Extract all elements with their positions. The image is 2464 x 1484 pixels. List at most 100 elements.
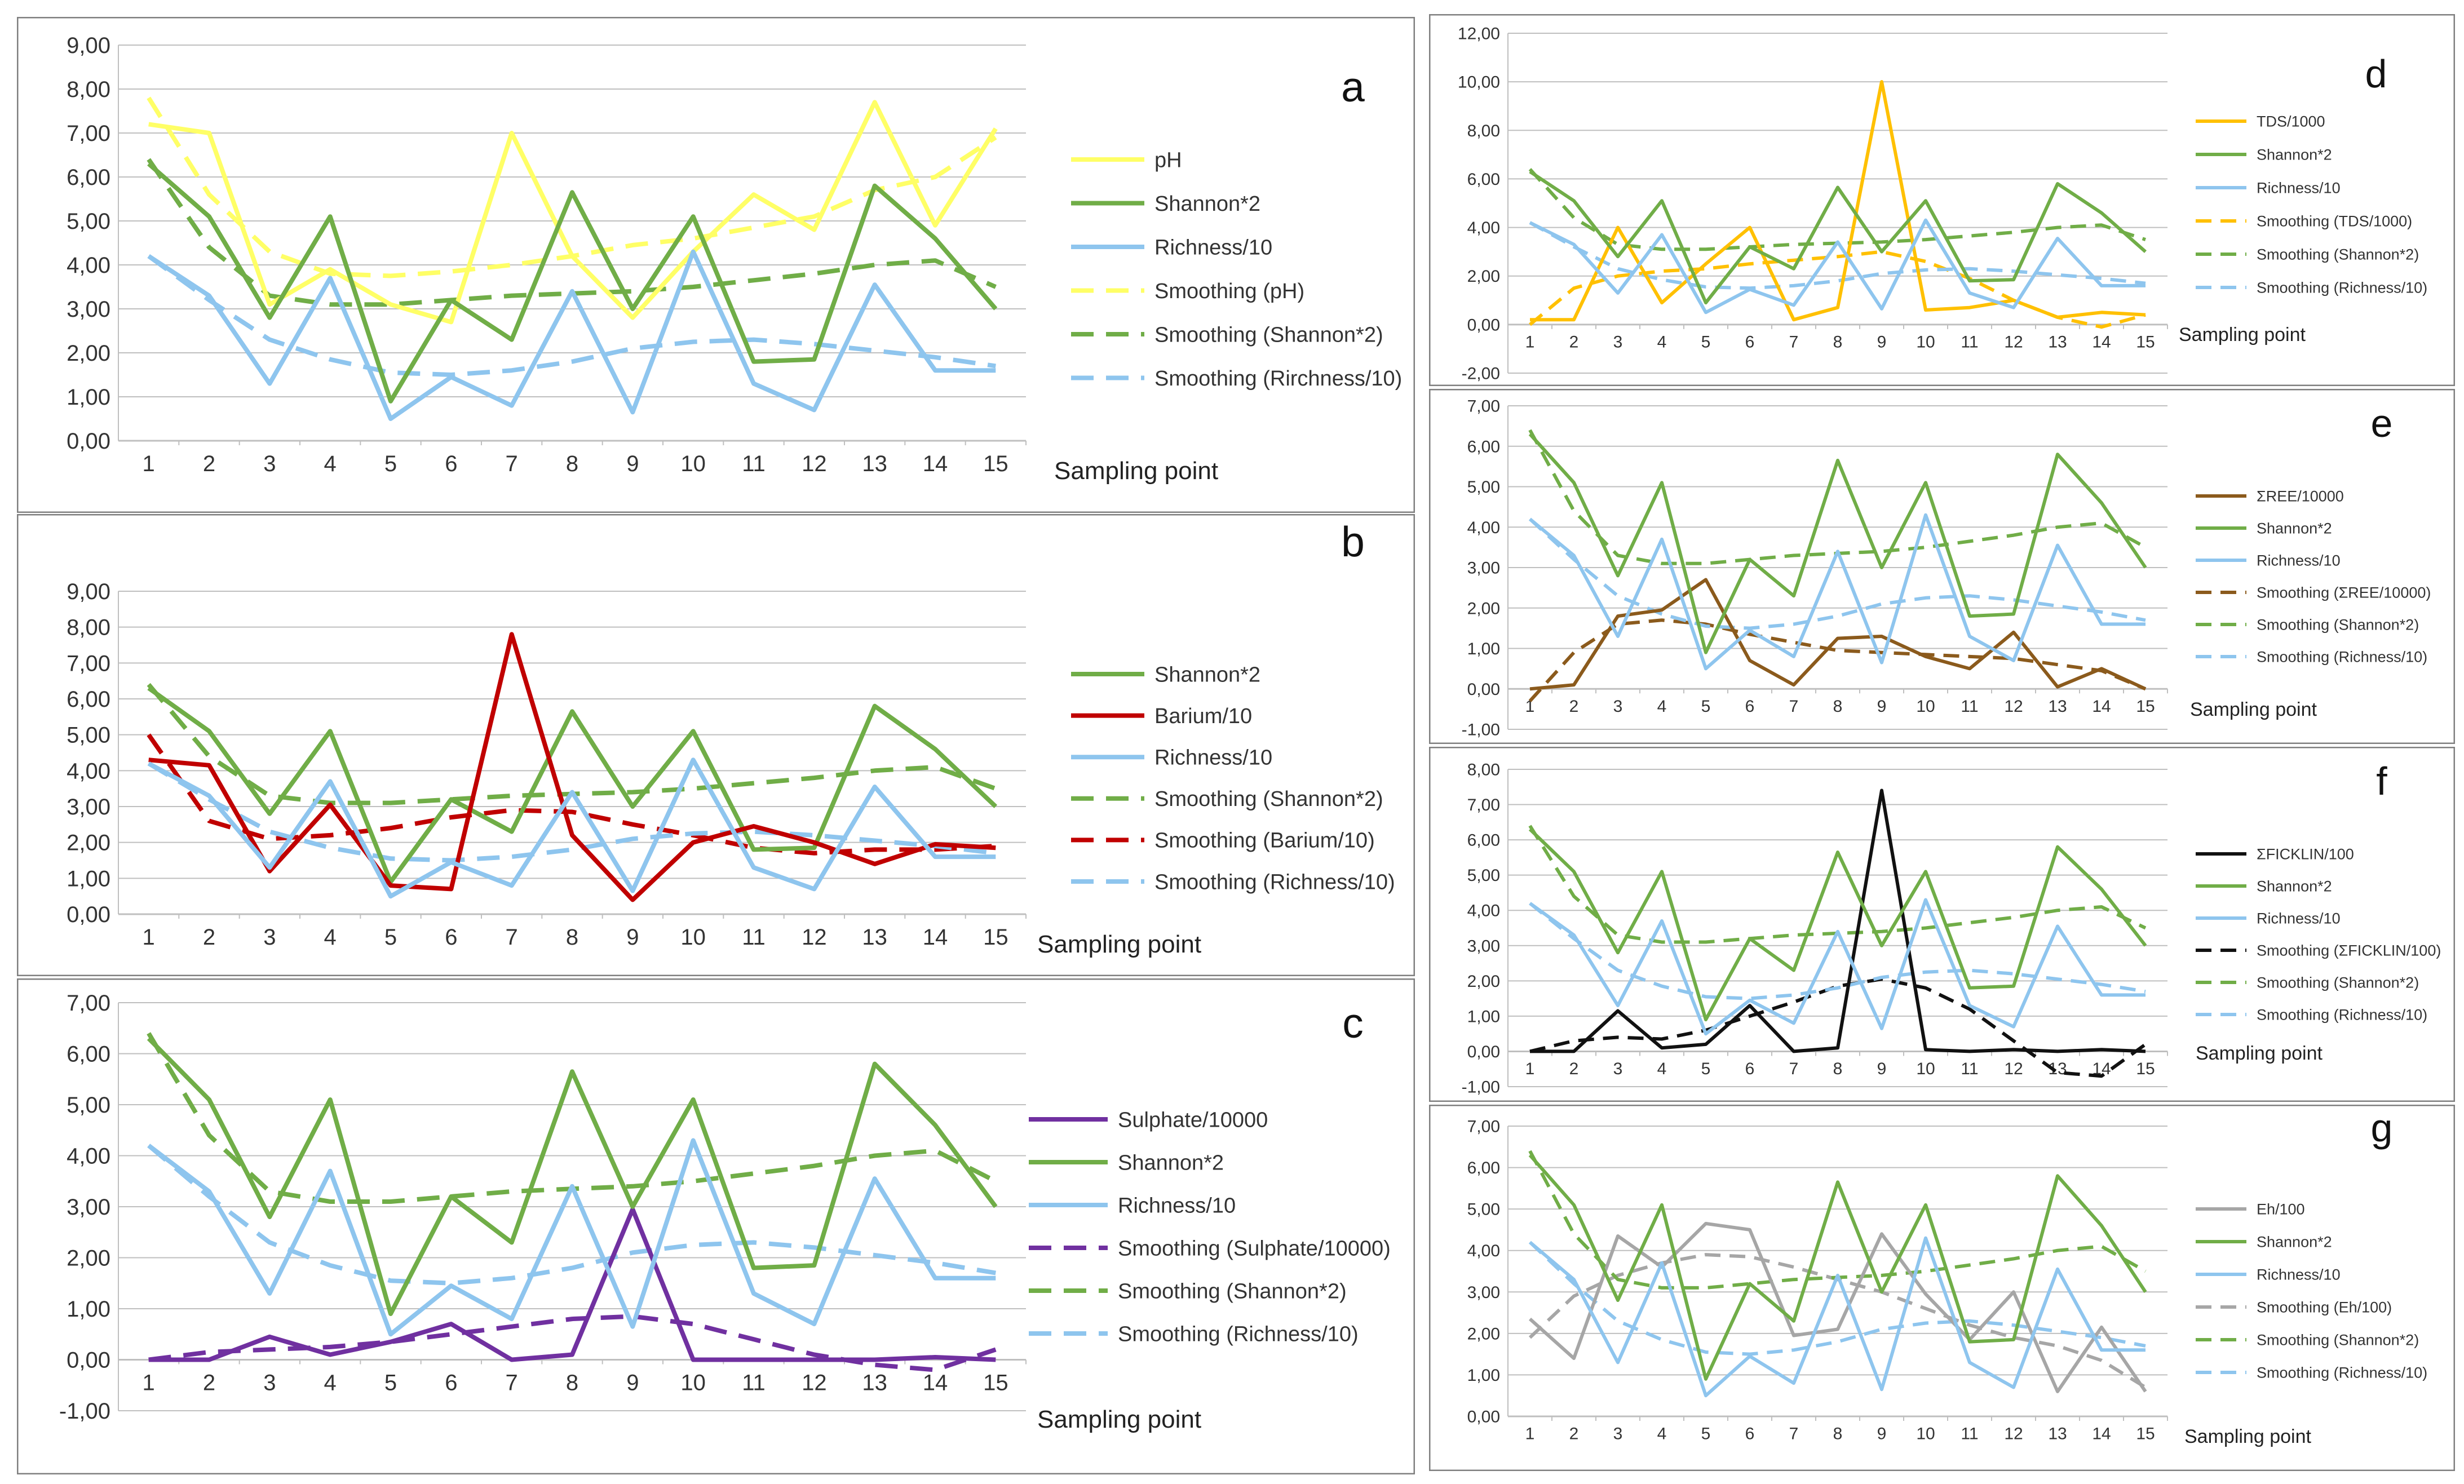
x-tick-label: 5 xyxy=(1701,1060,1711,1078)
legend-entry: Smoothing (TDS/1000) xyxy=(2257,212,2412,229)
x-tick-label: 10 xyxy=(1916,697,1935,716)
legend-entry: Smoothing (Shannon*2) xyxy=(2257,616,2419,633)
y-tick-label: 0,00 xyxy=(67,429,110,454)
y-tick-label: 0,00 xyxy=(67,1348,110,1373)
panel-letter: a xyxy=(1341,63,1365,110)
legend-entry: Richness/10 xyxy=(2257,1266,2341,1283)
y-tick-label: 5,00 xyxy=(67,723,110,748)
y-tick-label: 3,00 xyxy=(67,795,110,819)
x-tick-label: 13 xyxy=(862,1371,887,1396)
legend-entry: Smoothing (Richness/10) xyxy=(2257,648,2427,665)
y-tick-label: 9,00 xyxy=(67,579,110,604)
legend-entry: ΣFICKLIN/100 xyxy=(2257,845,2354,862)
x-tick-label: 4 xyxy=(1657,697,1667,716)
x-tick-label: 14 xyxy=(2092,697,2111,716)
y-tick-label: 6,00 xyxy=(1467,170,1500,189)
x-tick-label: 15 xyxy=(2136,333,2155,351)
y-tick-label: 12,00 xyxy=(1458,25,1500,43)
x-tick-label: 15 xyxy=(2136,1060,2155,1078)
y-tick-label: 3,00 xyxy=(67,297,110,322)
x-tick-label: 3 xyxy=(263,1371,276,1396)
x-axis-label: Sampling point xyxy=(1054,457,1218,485)
x-tick-label: 8 xyxy=(1833,1425,1843,1443)
y-tick-label: 8,00 xyxy=(1467,122,1500,140)
series-line-richness-10 xyxy=(147,249,996,421)
x-axis-label: Sampling point xyxy=(2184,1426,2311,1447)
x-tick-label: 12 xyxy=(802,925,827,950)
x-tick-label: 10 xyxy=(1916,333,1935,351)
x-tick-label: 4 xyxy=(324,451,337,476)
x-tick-label: 5 xyxy=(384,451,397,476)
y-tick-label: 10,00 xyxy=(1458,73,1500,92)
y-tick-label: 4,00 xyxy=(1467,519,1500,537)
legend-entry: Richness/10 xyxy=(2257,552,2341,569)
x-tick-label: 4 xyxy=(1657,1060,1667,1078)
x-tick-label: 9 xyxy=(626,451,639,476)
panel-letter: f xyxy=(2376,759,2387,803)
series-line-ficklin-100 xyxy=(1530,788,2146,1053)
y-tick-label: 6,00 xyxy=(67,687,110,712)
y-tick-label: 6,00 xyxy=(1467,831,1500,850)
y-tick-label: 1,00 xyxy=(67,385,110,410)
x-tick-label: 8 xyxy=(1833,697,1843,716)
legend-entry: Smoothing (Richness/10) xyxy=(2257,1006,2427,1023)
series-line-richness-10 xyxy=(1529,513,2146,671)
legend-entry: Smoothing (Shannon*2) xyxy=(1154,323,1383,347)
legend-entry: Smoothing (Richness/10) xyxy=(1118,1322,1359,1346)
series-line-ph xyxy=(148,100,998,325)
chart-panel-c: -1,000,001,002,003,004,005,006,007,001 2 3… xyxy=(17,978,1415,1474)
x-tick-label: 12 xyxy=(2004,1425,2023,1443)
y-tick-label: 7,00 xyxy=(1467,1118,1500,1136)
legend-entry: Smoothing (Barium/10) xyxy=(1154,829,1375,853)
y-tick-label: 2,00 xyxy=(1467,599,1500,618)
x-tick-label: 9 xyxy=(626,925,639,950)
y-tick-label: 7,00 xyxy=(67,651,110,676)
x-tick-label: 3 xyxy=(1613,697,1623,716)
x-tick-label: 11 xyxy=(1961,333,1978,351)
y-tick-label: 9,00 xyxy=(67,33,110,58)
legend-entry: Smoothing (Shannon*2) xyxy=(2257,1331,2419,1348)
y-tick-label: 0,00 xyxy=(1467,680,1500,699)
legend-entry: Richness/10 xyxy=(1154,746,1272,770)
y-tick-label: 5,00 xyxy=(1467,1201,1500,1219)
x-tick-label: 7 xyxy=(506,451,518,476)
y-tick-label: 2,00 xyxy=(67,341,110,366)
x-tick-label: 8 xyxy=(566,1371,578,1396)
y-tick-label: 5,00 xyxy=(1467,866,1500,885)
y-tick-label: 8,00 xyxy=(67,615,110,640)
x-tick-label: 9 xyxy=(1877,1060,1887,1078)
legend-entry: pH xyxy=(1154,148,1182,172)
panel-letter: e xyxy=(2371,401,2393,445)
x-tick-label: 8 xyxy=(566,925,578,950)
x-tick-label: 9 xyxy=(1877,1425,1887,1443)
series-line-smoothing-shannon-2 xyxy=(147,158,997,307)
legend-entry: Shannon*2 xyxy=(2257,1233,2332,1250)
y-tick-label: 0,00 xyxy=(67,902,110,927)
legend-entry: Smoothing (ΣREE/10000) xyxy=(2257,584,2431,601)
series-line-smoothing-tds-1000 xyxy=(1529,250,2146,329)
y-tick-label: 4,00 xyxy=(1467,902,1500,920)
x-tick-label: 12 xyxy=(802,451,827,476)
legend-entry: Richness/10 xyxy=(2257,179,2341,196)
x-tick-label: 6 xyxy=(1745,697,1755,716)
series-line-eh-100 xyxy=(1528,1221,2147,1393)
x-tick-label: 13 xyxy=(2048,333,2067,351)
x-tick-label: 10 xyxy=(680,925,706,950)
x-tick-label: 5 xyxy=(1701,697,1711,716)
legend-entry: Richness/10 xyxy=(2257,910,2341,927)
x-tick-label: 1 xyxy=(1525,697,1535,716)
legend-entry: Smoothing (Shannon*2) xyxy=(2257,974,2419,991)
x-tick-label: 13 xyxy=(2048,1425,2067,1443)
x-tick-label: 4 xyxy=(1657,1425,1667,1443)
y-tick-label: 8,00 xyxy=(67,77,110,102)
x-tick-label: 14 xyxy=(923,925,948,950)
x-tick-label: 3 xyxy=(263,925,276,950)
x-tick-label: 14 xyxy=(923,1371,948,1396)
y-tick-label: 5,00 xyxy=(67,1093,110,1118)
x-tick-label: 14 xyxy=(2092,333,2111,351)
y-tick-label: 2,00 xyxy=(67,1246,110,1271)
y-tick-label: 6,00 xyxy=(1467,437,1500,456)
series-line-richness-10 xyxy=(1529,218,2146,314)
x-tick-label: 2 xyxy=(203,451,215,476)
legend-entry: Shannon*2 xyxy=(2257,878,2332,894)
